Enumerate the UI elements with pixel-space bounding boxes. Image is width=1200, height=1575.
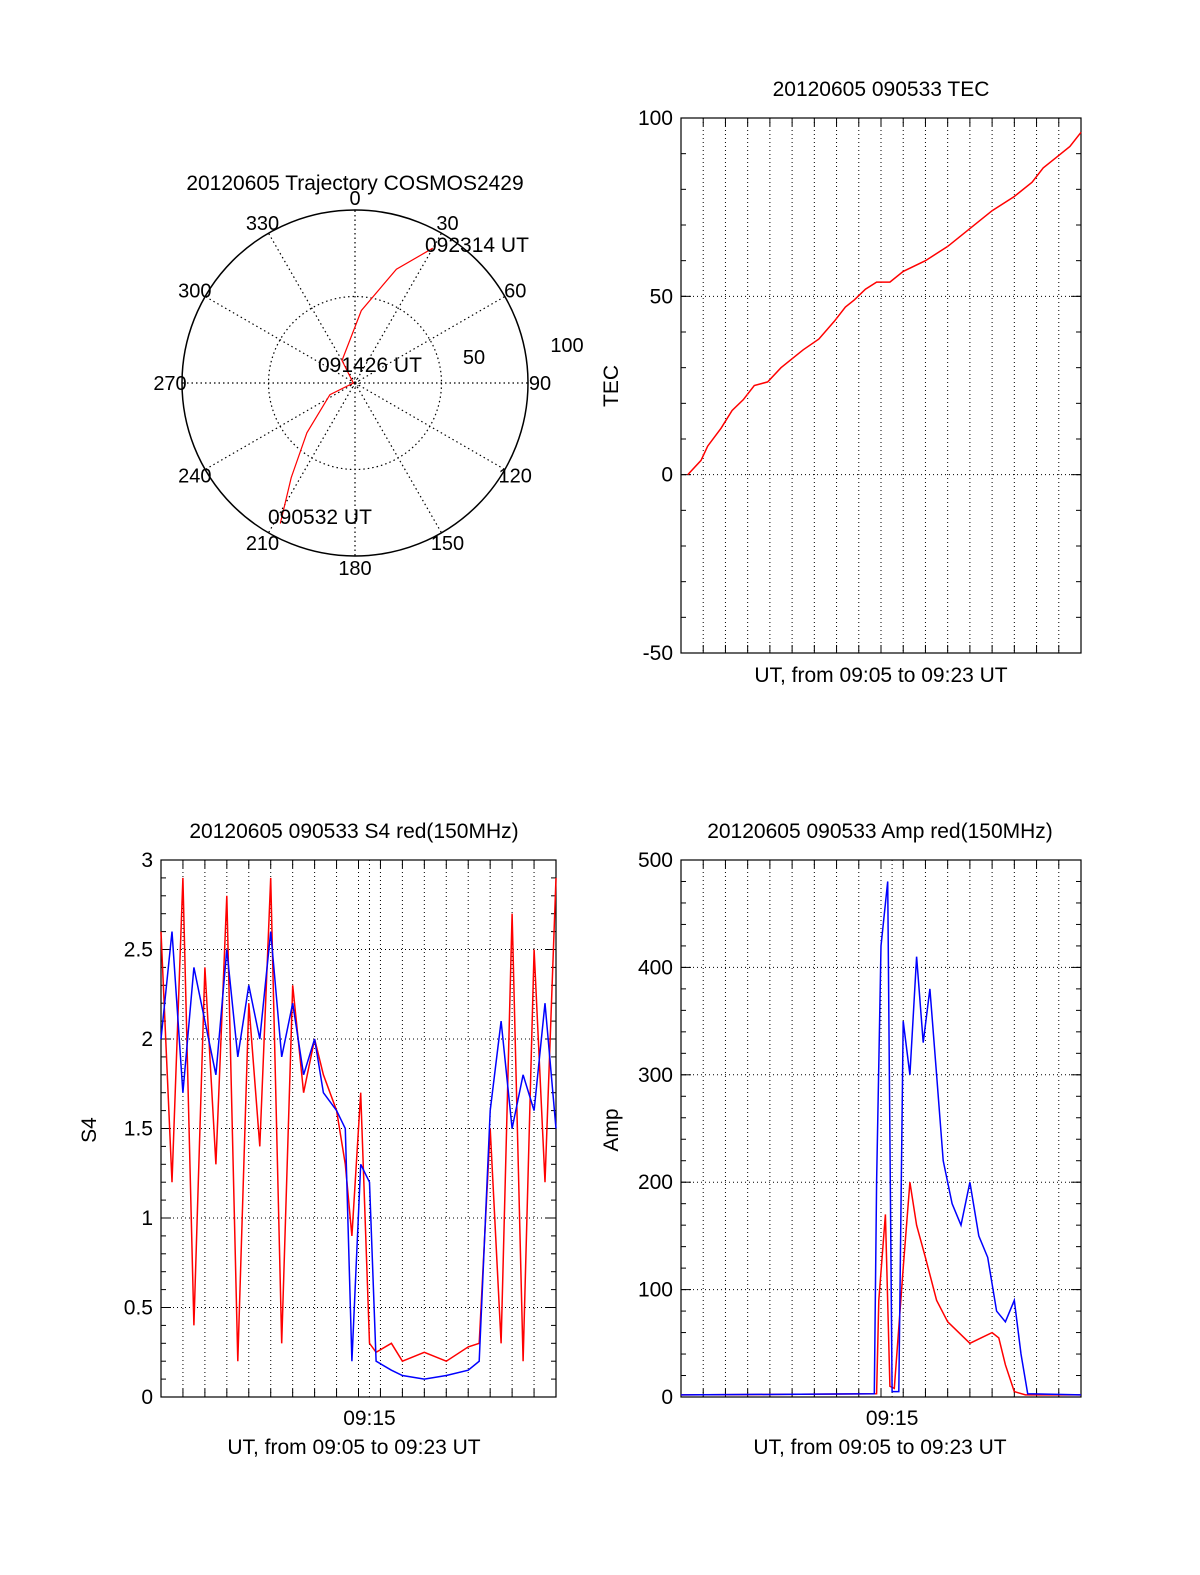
s4-xtick-label: 09:15 xyxy=(343,1407,396,1430)
polar-azimuth-label-300: 300 xyxy=(178,281,211,303)
s4-xlabel: UT, from 09:05 to 09:23 UT xyxy=(227,1436,480,1459)
amp-plot: 20120605 090533 Amp red(150MHz) UT, from… xyxy=(600,820,1082,1459)
s4-ytick-label: 2.5 xyxy=(124,939,153,962)
s4-plot: 20120605 090533 S4 red(150MHz) UT, from … xyxy=(78,820,557,1459)
tec-series-0 xyxy=(687,131,1082,476)
amp-series-group xyxy=(680,881,1082,1396)
polar-radial-label-50: 50 xyxy=(463,347,485,369)
s4-title: 20120605 090533 S4 red(150MHz) xyxy=(189,820,518,843)
amp-ytick-label: 300 xyxy=(638,1064,673,1087)
polar-center-mark xyxy=(350,378,360,388)
s4-ytick-label: 1.5 xyxy=(124,1118,153,1141)
polar-azimuth-label-180: 180 xyxy=(338,558,371,580)
polar-annotation-start: 090532 UT xyxy=(268,506,372,529)
polar-spoke-330 xyxy=(267,232,356,384)
polar-title: 20120605 Trajectory COSMOS2429 xyxy=(186,172,523,195)
amp-series-1 xyxy=(680,881,1082,1396)
amp-ytick-label: 200 xyxy=(638,1171,673,1194)
polar-spoke-300 xyxy=(204,295,356,384)
tec-ytick-label: 100 xyxy=(638,107,673,130)
polar-trajectory-line xyxy=(279,247,434,524)
polar-spoke-60 xyxy=(354,295,506,384)
s4-series-group xyxy=(160,877,557,1380)
tec-axes: 100 50 0 -50 xyxy=(638,107,1082,665)
polar-outer-circle xyxy=(181,209,529,557)
amp-ylabel: Amp xyxy=(600,1108,623,1151)
polar-annotation-end: 092314 UT xyxy=(425,234,529,257)
amp-frame xyxy=(680,859,1082,1398)
polar-azimuth-label-30: 30 xyxy=(436,213,458,235)
amp-ytick-label: 0 xyxy=(661,1386,673,1409)
polar-azimuth-label-120: 120 xyxy=(499,466,532,488)
polar-azimuth-label-60: 60 xyxy=(504,281,526,303)
tec-ytick-label: 0 xyxy=(661,464,673,487)
tec-title: 20120605 090533 TEC xyxy=(773,78,990,101)
amp-ytick-label: 400 xyxy=(638,956,673,979)
amp-series-0 xyxy=(680,1182,1081,1396)
amp-xtick-label: 09:15 xyxy=(866,1407,919,1430)
s4-ytick-label: 3 xyxy=(141,849,153,872)
amp-ytick-label: 100 xyxy=(638,1279,673,1302)
polar-radial-label-100: 100 xyxy=(550,335,583,357)
polar-azimuth-label-270: 270 xyxy=(153,373,186,395)
polar-azimuth-label-90: 90 xyxy=(529,373,551,395)
polar-spoke-150 xyxy=(354,382,443,534)
s4-ytick-label: 0 xyxy=(141,1386,153,1409)
s4-ytick-label: 1 xyxy=(141,1207,153,1230)
tec-xlabel: UT, from 09:05 to 09:23 UT xyxy=(754,664,1007,687)
polar-trajectory-plot: 20120605 Trajectory COSMOS2429 0 30 60 90 12… xyxy=(153,172,583,580)
polar-spoke-30 xyxy=(354,232,443,384)
polar-trajectory-series xyxy=(279,247,434,524)
s4-ylabel: S4 xyxy=(78,1117,101,1143)
tec-ytick-label: 50 xyxy=(650,285,673,308)
polar-spoke-120 xyxy=(354,382,506,471)
polar-spoke-210 xyxy=(267,382,356,534)
tec-series-group xyxy=(687,131,1082,476)
polar-azimuth-labels: 0 30 60 90 120 150 180 210 240 270 300 330 xyxy=(153,188,551,580)
tec-ylabel: TEC xyxy=(600,365,623,407)
amp-axes: 500 400 300 200 100 0 09:15 xyxy=(638,849,1082,1430)
polar-azimuth-label-240: 240 xyxy=(178,466,211,488)
polar-azimuth-label-150: 150 xyxy=(431,533,464,555)
s4-series-1 xyxy=(160,931,557,1380)
s4-ytick-label: 2 xyxy=(141,1028,153,1051)
polar-spoke-240 xyxy=(204,382,356,471)
amp-xlabel: UT, from 09:05 to 09:23 UT xyxy=(753,1436,1006,1459)
polar-azimuth-label-0: 0 xyxy=(349,188,360,210)
tec-plot: 20120605 090533 TEC UT, from 09:05 to 09… xyxy=(600,78,1082,687)
tec-frame xyxy=(680,117,1082,654)
tec-ytick-label: -50 xyxy=(643,642,673,665)
polar-annotation-mid: 091426 UT xyxy=(318,354,422,377)
amp-title: 20120605 090533 Amp red(150MHz) xyxy=(707,820,1053,843)
polar-azimuth-label-210: 210 xyxy=(246,533,279,555)
amp-ytick-label: 500 xyxy=(638,849,673,872)
polar-azimuth-label-330: 330 xyxy=(246,213,279,235)
s4-ytick-label: 0.5 xyxy=(124,1297,153,1320)
polar-grid xyxy=(181,209,529,557)
